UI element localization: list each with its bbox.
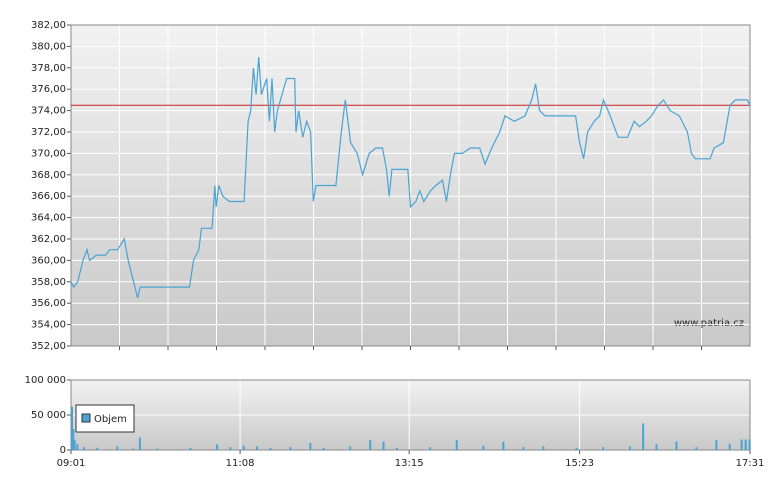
volume-bar [748,439,751,450]
volume-bar [728,443,731,450]
volume-bar [132,448,135,450]
volume-bar [216,444,219,450]
y-tick-label: 352,00 [31,341,66,352]
volume-bar [740,439,743,450]
volume-bar [655,444,658,450]
volume-bar [229,447,232,450]
volume-bar [76,444,79,450]
y-tick-label: 368,00 [31,170,66,181]
volume-bar [82,447,85,450]
y-tick-label: 100 000 [25,375,66,386]
price-vertical-grid [119,25,702,350]
volume-bar [73,440,76,450]
plot-border [70,24,751,347]
legend-label: Objem [94,414,127,425]
volume-bar [309,443,312,450]
volume-bar [96,447,99,450]
x-tick-label: 15:23 [565,458,594,469]
y-tick-label: 362,00 [31,234,66,245]
y-tick-label: 364,00 [31,213,66,224]
volume-bar [455,440,458,450]
volume-bar [715,440,718,450]
volume-bar [72,429,75,450]
x-tick-label: 17:31 [736,458,765,469]
y-tick-label: 366,00 [31,191,66,202]
legend-swatch [81,413,91,423]
volume-bar [116,446,119,450]
y-tick-label: 372,00 [31,127,66,138]
volume-bar [322,447,325,450]
y-tick-label: 380,00 [31,41,66,52]
volume-bar [395,447,398,450]
y-tick-label: 382,00 [31,20,66,31]
x-tick-label: 11:08 [226,458,255,469]
volume-bar [189,447,192,450]
volume-bar [744,439,747,450]
volume-bar [289,447,292,450]
volume-bar [602,447,605,450]
volume-bar [628,446,631,450]
volume-bar [642,423,645,450]
volume-bar [502,441,505,450]
volume-bar [138,437,141,450]
volume-bar [256,446,259,450]
y-tick-label: 370,00 [31,148,66,159]
volume-bar [575,447,578,450]
volume-bar [349,446,352,450]
watermark: www.patria.cz [674,318,744,329]
y-tick-label: 374,00 [31,106,66,117]
volume-bar [482,445,485,450]
y-tick-label: 376,00 [31,84,66,95]
y-tick-label: 358,00 [31,277,66,288]
volume-bar [429,447,432,450]
y-tick-label: 378,00 [31,63,66,74]
y-tick-label: 0 [60,445,66,456]
x-tick-label: 13:15 [395,458,424,469]
volume-bar [71,406,73,450]
volume-bar [269,447,272,450]
volume-bar [522,447,525,450]
volume-bar [382,441,385,450]
y-tick-label: 360,00 [31,255,66,266]
y-tick-label: 50 000 [31,410,66,421]
y-tick-label: 356,00 [31,298,66,309]
volume-bar [675,441,678,450]
y-tick-label: 354,00 [31,320,66,331]
volume-bar [156,448,159,450]
volume-bar [369,440,372,450]
price-line [70,57,751,299]
volume-bar [695,447,698,450]
x-tick-label: 09:01 [57,458,86,469]
volume-bar [542,446,545,450]
volume-bar [242,445,245,450]
